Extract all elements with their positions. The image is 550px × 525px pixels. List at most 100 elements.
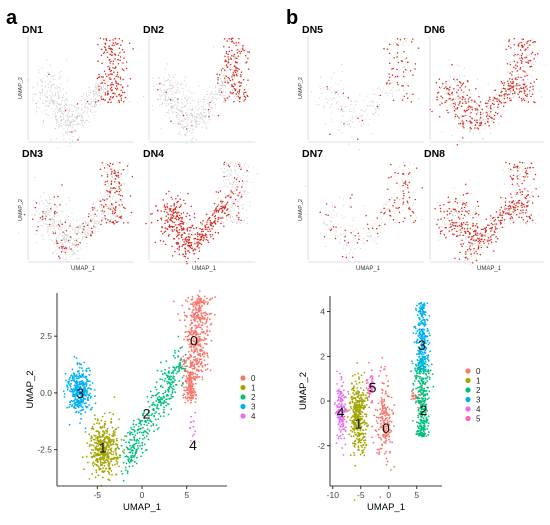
cell-point xyxy=(479,101,482,103)
cell-point xyxy=(160,230,162,233)
cell-point xyxy=(43,223,45,225)
cell-point xyxy=(50,96,52,98)
cell-point xyxy=(104,99,106,101)
cell-point xyxy=(66,119,69,121)
cell-point xyxy=(112,92,115,94)
cell-point xyxy=(410,93,412,95)
cell-point xyxy=(529,59,532,62)
cell-point xyxy=(165,97,167,99)
cell-point xyxy=(55,122,57,124)
cell-point xyxy=(505,92,507,95)
cell-point xyxy=(161,216,163,219)
cell-point xyxy=(463,75,466,77)
cell-point xyxy=(490,222,493,225)
cell-point xyxy=(70,248,72,250)
cell-point xyxy=(503,210,505,213)
cell-point xyxy=(237,212,240,214)
cell-point xyxy=(408,207,410,210)
cell-point xyxy=(82,236,84,238)
cell-point xyxy=(457,98,459,100)
cell-point xyxy=(101,78,103,80)
cell-point xyxy=(340,63,343,65)
cell-point xyxy=(331,92,333,94)
cell-point xyxy=(464,260,466,262)
cell-point xyxy=(189,229,191,232)
cell-point xyxy=(516,166,519,169)
cell-point xyxy=(52,100,55,102)
cell-point xyxy=(56,119,58,121)
cell-point xyxy=(87,221,89,223)
cell-point xyxy=(39,98,41,100)
cell-point xyxy=(246,56,248,59)
cell-point xyxy=(195,125,197,127)
cell-point xyxy=(388,219,390,221)
cell-point xyxy=(72,136,74,138)
cell-point xyxy=(529,171,531,173)
cell-point xyxy=(50,84,52,86)
cell-point xyxy=(34,214,36,216)
cell-point xyxy=(477,125,480,127)
cell-point xyxy=(178,110,180,112)
cell-point xyxy=(382,204,384,206)
cell-point xyxy=(519,41,521,43)
cell-point xyxy=(396,75,399,78)
cell-point xyxy=(188,114,190,116)
cell-point xyxy=(349,126,351,128)
cell-point xyxy=(159,104,161,106)
cell-point xyxy=(112,67,114,69)
cell-point xyxy=(88,229,90,232)
cell-point xyxy=(54,230,57,232)
cell-point xyxy=(448,207,451,210)
cell-point xyxy=(517,83,520,85)
cell-point xyxy=(481,108,484,110)
cell-point xyxy=(169,210,171,212)
cell-point xyxy=(243,219,245,221)
cell-point xyxy=(103,202,105,204)
cell-point xyxy=(128,42,131,44)
cell-point xyxy=(119,161,121,164)
cell-point xyxy=(96,84,98,86)
cell-point xyxy=(171,97,173,99)
cell-point xyxy=(395,219,397,221)
cell-point xyxy=(475,239,478,242)
cell-point xyxy=(491,120,493,122)
cell-point xyxy=(167,110,170,112)
point xyxy=(196,294,199,297)
cell-point xyxy=(457,92,459,94)
cell-point xyxy=(174,250,176,253)
cell-point xyxy=(449,80,451,82)
cell-point xyxy=(500,81,503,83)
cell-point xyxy=(48,73,50,75)
cell-point xyxy=(176,241,178,244)
point xyxy=(211,297,214,299)
cell-point xyxy=(398,206,400,209)
cell-point xyxy=(510,91,512,93)
cell-point xyxy=(212,225,215,228)
cell-point xyxy=(445,83,447,85)
cell-point xyxy=(94,213,96,215)
cell-point xyxy=(454,98,456,100)
cell-point xyxy=(187,125,189,127)
cell-point xyxy=(104,92,107,94)
cell-point xyxy=(480,121,483,123)
cell-point xyxy=(240,192,242,194)
cell-point xyxy=(209,230,212,233)
cell-point xyxy=(470,256,472,258)
cell-point xyxy=(484,231,487,234)
cell-point xyxy=(42,122,44,124)
cell-point xyxy=(243,164,246,166)
cell-point xyxy=(241,47,244,49)
cell-point xyxy=(192,216,194,218)
y-axis-label: UMAP_2 xyxy=(298,77,304,99)
cell-point xyxy=(247,51,249,53)
cell-point xyxy=(95,83,97,85)
cell-point xyxy=(34,176,36,178)
cell-point xyxy=(95,104,97,106)
cell-point xyxy=(326,234,328,236)
cell-point xyxy=(187,250,189,252)
cell-point xyxy=(515,213,518,216)
cell-point xyxy=(464,183,467,185)
cell-point xyxy=(180,110,182,112)
cell-point xyxy=(240,168,242,171)
